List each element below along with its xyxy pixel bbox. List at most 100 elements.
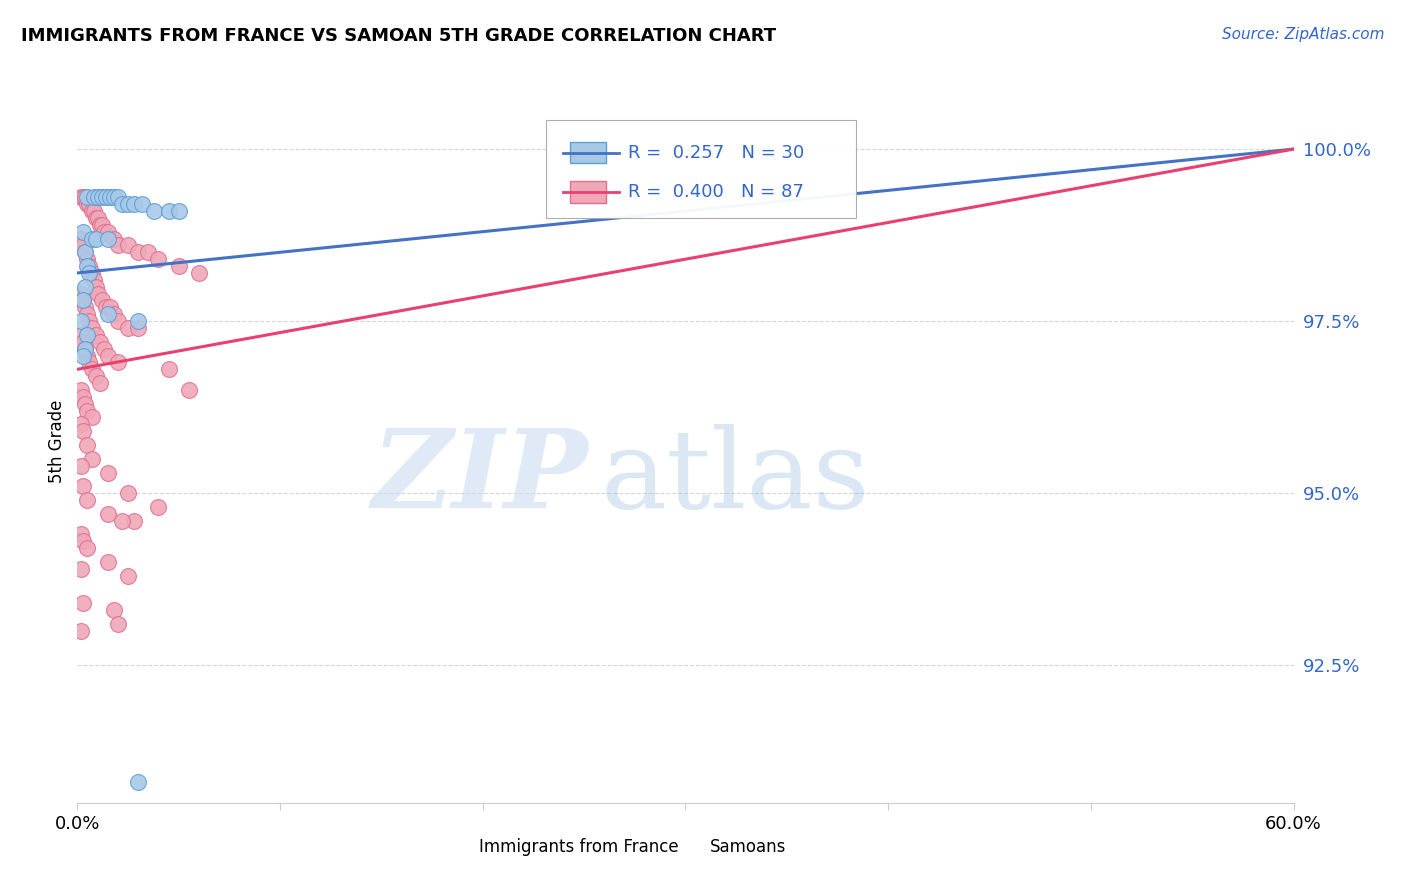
Point <box>136 245 159 260</box>
Point <box>76 349 98 363</box>
Point <box>93 225 115 239</box>
Point <box>84 211 107 225</box>
Point <box>167 259 190 273</box>
Point <box>117 321 139 335</box>
Point <box>75 397 97 411</box>
Text: Source: ZipAtlas.com: Source: ZipAtlas.com <box>1222 27 1385 42</box>
Point <box>70 231 93 245</box>
Point <box>76 541 98 556</box>
Point <box>83 204 105 219</box>
Point <box>70 190 93 204</box>
Text: R =  0.257   N = 30: R = 0.257 N = 30 <box>628 144 804 161</box>
Point <box>76 252 98 267</box>
Point <box>127 245 149 260</box>
Point <box>72 349 94 363</box>
FancyBboxPatch shape <box>569 181 606 203</box>
Point <box>70 458 93 473</box>
Point <box>75 342 97 356</box>
Point <box>97 231 120 245</box>
Point <box>177 383 200 397</box>
Point <box>70 417 93 432</box>
Point <box>97 349 120 363</box>
Point <box>70 562 93 576</box>
Point <box>111 197 134 211</box>
Text: ZIP: ZIP <box>371 424 588 532</box>
Point <box>143 204 166 219</box>
Point <box>107 616 129 631</box>
Point <box>89 334 111 349</box>
Point <box>72 334 94 349</box>
Point <box>80 266 103 280</box>
Point <box>70 286 93 301</box>
Point <box>70 527 93 541</box>
Point <box>103 307 125 321</box>
Point <box>80 204 103 219</box>
Point <box>107 355 129 369</box>
Point <box>90 293 112 308</box>
Point <box>70 314 93 328</box>
Point <box>107 238 129 252</box>
Point <box>84 327 107 342</box>
Point <box>80 321 103 335</box>
Point <box>83 190 105 204</box>
Point <box>76 327 98 342</box>
Point <box>72 238 94 252</box>
Point <box>103 603 125 617</box>
Point <box>117 568 139 582</box>
Point <box>86 190 108 204</box>
Point <box>131 197 153 211</box>
Point <box>111 514 134 528</box>
Point <box>76 493 98 508</box>
Point <box>70 327 93 342</box>
Point <box>103 190 125 204</box>
Point <box>79 197 101 211</box>
Point <box>122 197 145 211</box>
Text: R =  0.400   N = 87: R = 0.400 N = 87 <box>628 183 804 202</box>
Point <box>76 438 98 452</box>
Point <box>84 231 107 245</box>
Point <box>89 376 111 390</box>
Point <box>79 314 101 328</box>
Point <box>97 307 120 321</box>
FancyBboxPatch shape <box>441 838 470 855</box>
Point <box>80 362 103 376</box>
Point <box>107 190 129 204</box>
Point <box>97 466 120 480</box>
Point <box>117 486 139 500</box>
Point <box>90 190 112 204</box>
Point <box>188 266 211 280</box>
FancyBboxPatch shape <box>569 142 606 163</box>
Point <box>76 190 98 204</box>
Text: Immigrants from France: Immigrants from France <box>478 838 678 855</box>
Point <box>76 403 98 417</box>
FancyBboxPatch shape <box>546 120 856 218</box>
Point <box>90 218 112 232</box>
Point <box>75 342 97 356</box>
Point <box>86 286 108 301</box>
Point <box>117 197 139 211</box>
Point <box>75 190 97 204</box>
FancyBboxPatch shape <box>673 838 700 855</box>
Point <box>80 451 103 466</box>
Point <box>80 231 103 245</box>
Point <box>93 342 115 356</box>
Text: atlas: atlas <box>600 425 870 531</box>
Point <box>167 204 190 219</box>
Point <box>75 245 97 260</box>
Point <box>76 259 98 273</box>
Point <box>72 225 94 239</box>
Point <box>84 369 107 384</box>
Point <box>75 279 97 293</box>
Point <box>72 534 94 549</box>
Point <box>75 301 97 315</box>
Point <box>94 301 117 315</box>
Point <box>157 204 180 219</box>
Point <box>157 362 180 376</box>
Point <box>117 238 139 252</box>
Point <box>127 321 149 335</box>
Point <box>148 500 170 514</box>
Y-axis label: 5th Grade: 5th Grade <box>48 400 66 483</box>
Point <box>75 245 97 260</box>
Point <box>89 218 111 232</box>
Point <box>76 197 98 211</box>
